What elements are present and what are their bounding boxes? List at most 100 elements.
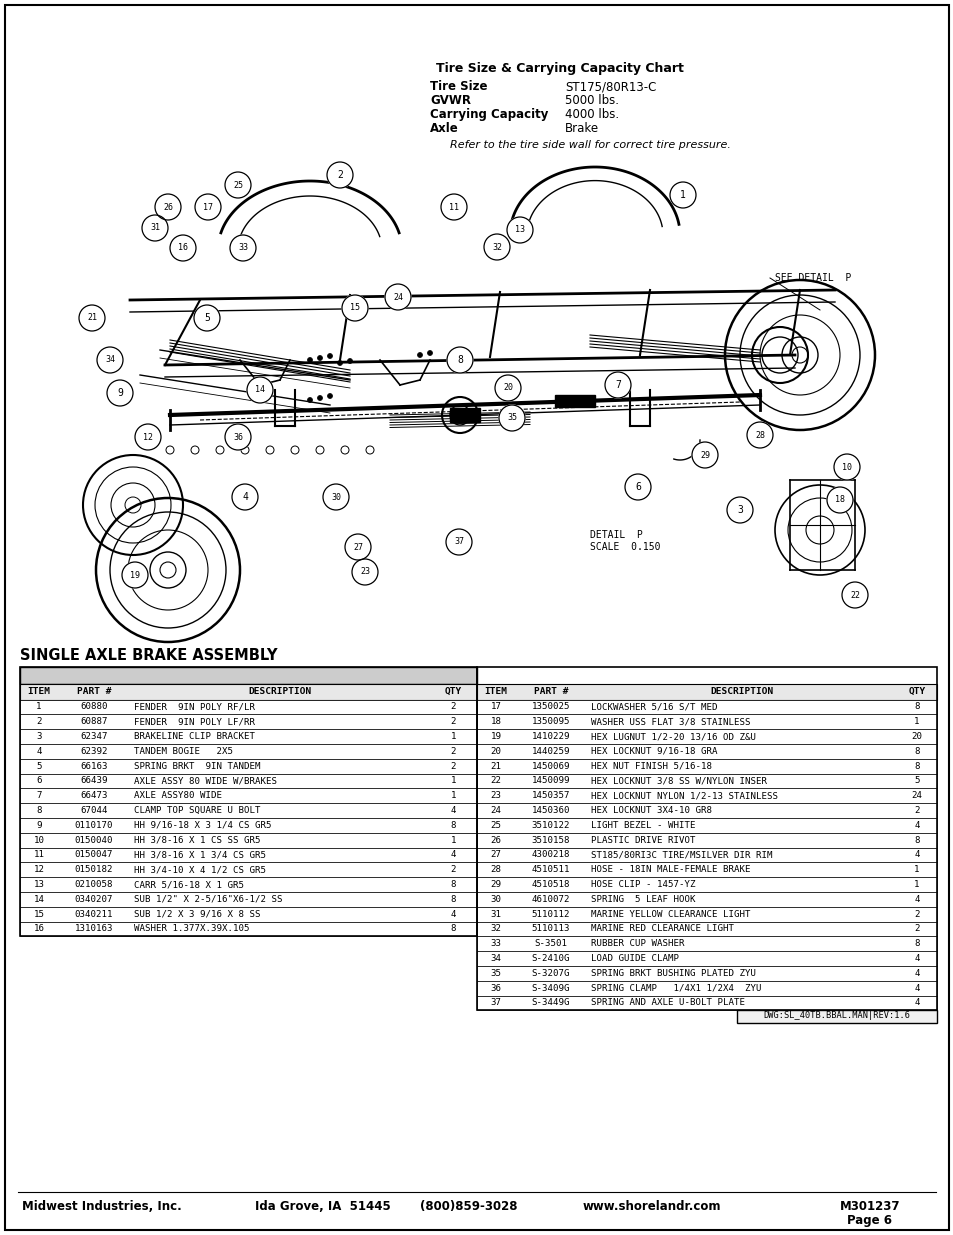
Text: 8: 8 bbox=[450, 895, 456, 904]
Bar bbox=[20, 921, 476, 936]
Text: MARINE YELLOW CLEARANCE LIGHT: MARINE YELLOW CLEARANCE LIGHT bbox=[590, 910, 750, 919]
Text: 12: 12 bbox=[33, 866, 45, 874]
Text: 2: 2 bbox=[336, 170, 342, 180]
Text: ST175/80R13-C: ST175/80R13-C bbox=[564, 80, 656, 93]
Bar bbox=[20, 714, 476, 729]
Text: www.shorelandr.com: www.shorelandr.com bbox=[582, 1200, 720, 1213]
Text: 4: 4 bbox=[913, 983, 919, 993]
Text: DESCRIPTION: DESCRIPTION bbox=[710, 687, 773, 697]
Text: ITEM: ITEM bbox=[28, 687, 51, 697]
Text: LIGHT BEZEL - WHITE: LIGHT BEZEL - WHITE bbox=[590, 821, 695, 830]
Text: 25: 25 bbox=[233, 180, 243, 189]
Bar bbox=[476, 699, 936, 714]
Text: 8: 8 bbox=[913, 703, 919, 711]
Text: 3510122: 3510122 bbox=[531, 821, 570, 830]
Text: 26: 26 bbox=[490, 836, 501, 845]
Text: QTY: QTY bbox=[907, 687, 924, 697]
Circle shape bbox=[447, 347, 473, 373]
Text: 5000 lbs.: 5000 lbs. bbox=[564, 94, 618, 107]
Text: 2: 2 bbox=[450, 703, 456, 711]
Bar bbox=[20, 743, 476, 758]
Text: Axle: Axle bbox=[430, 122, 458, 135]
Text: 1310163: 1310163 bbox=[74, 925, 113, 934]
Text: 0150182: 0150182 bbox=[74, 866, 113, 874]
Text: 36: 36 bbox=[233, 432, 243, 441]
Text: M301237: M301237 bbox=[839, 1200, 900, 1213]
Text: HEX LOCKNUT 9/16-18 GRA: HEX LOCKNUT 9/16-18 GRA bbox=[590, 747, 717, 756]
Text: 25: 25 bbox=[490, 821, 501, 830]
Text: 1: 1 bbox=[913, 866, 919, 874]
Text: SUB 1/2 X 3 9/16 X 8 SS: SUB 1/2 X 3 9/16 X 8 SS bbox=[133, 910, 260, 919]
Bar bbox=[476, 773, 936, 788]
Bar bbox=[20, 847, 476, 862]
Text: 14: 14 bbox=[33, 895, 45, 904]
Circle shape bbox=[347, 358, 352, 363]
Text: 29: 29 bbox=[490, 881, 501, 889]
Text: 7: 7 bbox=[615, 380, 620, 390]
Text: 1450360: 1450360 bbox=[531, 806, 570, 815]
Text: 2: 2 bbox=[36, 718, 42, 726]
Circle shape bbox=[604, 372, 630, 398]
Text: 4: 4 bbox=[913, 968, 919, 978]
Text: 31: 31 bbox=[150, 224, 160, 232]
Circle shape bbox=[483, 233, 510, 261]
Text: SPRING CLAMP   1/4X1 1/2X4  ZYU: SPRING CLAMP 1/4X1 1/2X4 ZYU bbox=[590, 983, 760, 993]
Text: Tire Size & Carrying Capacity Chart: Tire Size & Carrying Capacity Chart bbox=[436, 62, 683, 75]
Circle shape bbox=[726, 496, 752, 522]
Bar bbox=[20, 667, 476, 684]
Circle shape bbox=[506, 217, 533, 243]
Text: PART #: PART # bbox=[76, 687, 112, 697]
Circle shape bbox=[427, 351, 432, 356]
Circle shape bbox=[440, 194, 467, 220]
Text: 4: 4 bbox=[913, 895, 919, 904]
Text: 4: 4 bbox=[36, 747, 42, 756]
Bar bbox=[476, 995, 936, 1010]
Text: 0110170: 0110170 bbox=[74, 821, 113, 830]
Text: 3: 3 bbox=[737, 505, 742, 515]
Text: 5110113: 5110113 bbox=[531, 925, 570, 934]
Bar bbox=[476, 743, 936, 758]
Text: 26: 26 bbox=[163, 203, 172, 211]
Text: 18: 18 bbox=[834, 495, 844, 505]
Circle shape bbox=[317, 356, 322, 361]
Text: 4: 4 bbox=[913, 821, 919, 830]
Bar bbox=[476, 714, 936, 729]
Text: SPRING AND AXLE U-BOLT PLATE: SPRING AND AXLE U-BOLT PLATE bbox=[590, 998, 744, 1008]
Text: 34: 34 bbox=[105, 356, 115, 364]
Bar bbox=[476, 921, 936, 936]
Text: 4: 4 bbox=[450, 910, 456, 919]
Bar bbox=[20, 699, 476, 714]
Text: SEE DETAIL  P: SEE DETAIL P bbox=[774, 273, 850, 283]
Text: S-3207G: S-3207G bbox=[531, 968, 570, 978]
Text: DETAIL  P
SCALE  0.150: DETAIL P SCALE 0.150 bbox=[589, 530, 659, 552]
Circle shape bbox=[307, 357, 313, 363]
Text: 27: 27 bbox=[490, 851, 501, 860]
Bar bbox=[20, 862, 476, 877]
Text: 4000 lbs.: 4000 lbs. bbox=[564, 107, 618, 121]
Text: 20: 20 bbox=[502, 384, 513, 393]
Text: 31: 31 bbox=[490, 910, 501, 919]
Text: 33: 33 bbox=[237, 243, 248, 252]
Text: 24: 24 bbox=[910, 792, 922, 800]
Text: S-3409G: S-3409G bbox=[531, 983, 570, 993]
Text: Brake: Brake bbox=[564, 122, 598, 135]
Circle shape bbox=[193, 305, 220, 331]
Bar bbox=[450, 408, 479, 422]
Text: 28: 28 bbox=[754, 431, 764, 440]
Bar bbox=[20, 684, 476, 699]
Circle shape bbox=[317, 395, 322, 400]
Circle shape bbox=[385, 284, 411, 310]
Text: 10: 10 bbox=[33, 836, 45, 845]
Bar bbox=[476, 862, 936, 877]
Text: PART #: PART # bbox=[533, 687, 568, 697]
Text: QTY: QTY bbox=[444, 687, 461, 697]
Bar bbox=[476, 684, 936, 699]
Text: ITEM: ITEM bbox=[484, 687, 507, 697]
Circle shape bbox=[327, 353, 333, 358]
Circle shape bbox=[669, 182, 696, 207]
Text: 10: 10 bbox=[841, 462, 851, 472]
Text: 0340207: 0340207 bbox=[74, 895, 113, 904]
Text: HEX LOCKNUT 3/8 SS W/NYLON INSER: HEX LOCKNUT 3/8 SS W/NYLON INSER bbox=[590, 777, 766, 785]
Circle shape bbox=[352, 559, 377, 585]
Text: 32: 32 bbox=[492, 242, 501, 252]
